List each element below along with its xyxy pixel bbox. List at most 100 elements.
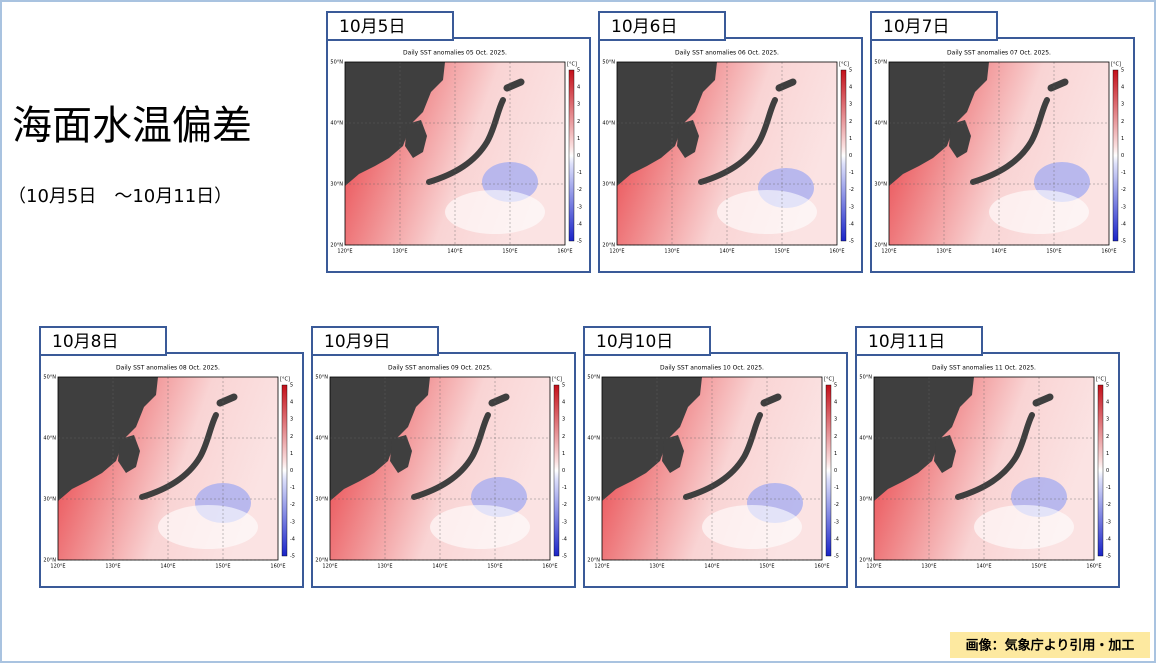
date-tab — [583, 326, 711, 356]
lat-label: 20°N — [587, 558, 600, 564]
neutral-zone — [445, 190, 545, 234]
colorbar-tick: 5 — [834, 383, 837, 389]
colorbar — [553, 384, 560, 557]
colorbar-tick: 1 — [1121, 136, 1124, 142]
lon-label: 160°E — [1101, 249, 1116, 255]
colorbar-tick: -3 — [1106, 519, 1111, 525]
colorbar-tick: 0 — [290, 468, 293, 474]
date-label: 10月8日 — [52, 332, 118, 352]
lon-label: 120°E — [609, 249, 624, 255]
colorbar-tick: -5 — [1121, 239, 1126, 245]
date-tab — [870, 11, 998, 41]
lon-label: 140°E — [976, 564, 991, 570]
land-korea — [405, 120, 427, 158]
colorbar-tick: 1 — [562, 451, 565, 457]
date-tab — [311, 326, 439, 356]
land-continent — [58, 377, 158, 501]
colorbar-tick: -3 — [849, 204, 854, 210]
lat-label: 40°N — [330, 121, 343, 127]
lon-label: 150°E — [215, 564, 230, 570]
map-title: Daily SST anomalies 07 Oct. 2025. — [947, 50, 1051, 57]
colorbar — [1112, 69, 1119, 242]
land-japan — [683, 412, 763, 500]
lon-label: 140°E — [160, 564, 175, 570]
colorbar-tick: -3 — [1121, 204, 1126, 210]
lat-label: 30°N — [315, 497, 328, 503]
colorbar-tick: 0 — [1106, 468, 1109, 474]
land-hokkaido — [760, 393, 782, 407]
colorbar — [1097, 384, 1104, 557]
lon-label: 130°E — [392, 249, 407, 255]
colorbar-tick: 0 — [849, 153, 852, 159]
lat-label: 30°N — [587, 497, 600, 503]
land-korea — [118, 435, 140, 473]
lon-label: 120°E — [866, 564, 881, 570]
map-frame — [888, 61, 1110, 246]
colorbar-tick: -1 — [1106, 485, 1111, 491]
colorbar-tick: 1 — [834, 451, 837, 457]
colorbar-tick: -5 — [577, 239, 582, 245]
colorbar-tick: 2 — [562, 434, 565, 440]
colorbar-tick: -5 — [849, 239, 854, 245]
date-label: 10月10日 — [596, 332, 673, 352]
land-continent — [345, 62, 445, 186]
colorbar-unit: [°C] — [839, 62, 849, 68]
colorbar-tick: 4 — [1121, 85, 1124, 91]
colorbar-tick: -1 — [1121, 170, 1126, 176]
colorbar-tick: -1 — [290, 485, 295, 491]
lon-label: 140°E — [719, 249, 734, 255]
lon-label: 160°E — [270, 564, 285, 570]
lat-label: 50°N — [315, 375, 328, 381]
map — [616, 61, 838, 246]
colorbar-tick: 5 — [1106, 383, 1109, 389]
lat-label: 40°N — [602, 121, 615, 127]
date-tab — [39, 326, 167, 356]
slide-subtitle: （10月5日 ～10月11日） — [8, 186, 232, 207]
colorbar — [825, 384, 832, 557]
lon-label: 160°E — [829, 249, 844, 255]
land-hokkaido — [488, 393, 510, 407]
map-title: Daily SST anomalies 05 Oct. 2025. — [403, 50, 507, 57]
neutral-zone — [974, 505, 1074, 549]
lon-label: 130°E — [105, 564, 120, 570]
colorbar-tick: -3 — [290, 519, 295, 525]
lat-label: 50°N — [859, 375, 872, 381]
colorbar-tick: -3 — [577, 204, 582, 210]
lon-label: 160°E — [557, 249, 572, 255]
colorbar-tick: 2 — [290, 434, 293, 440]
colorbar-tick: 4 — [1106, 400, 1109, 406]
colorbar-tick: 1 — [577, 136, 580, 142]
map — [344, 61, 566, 246]
lat-label: 30°N — [602, 182, 615, 188]
land-japan — [955, 412, 1035, 500]
lon-label: 120°E — [337, 249, 352, 255]
colorbar-tick: -2 — [290, 502, 295, 508]
colorbar-tick: 2 — [849, 119, 852, 125]
lat-label: 30°N — [859, 497, 872, 503]
colorbar-unit: [°C] — [824, 377, 834, 383]
colorbar-tick: 4 — [290, 400, 293, 406]
map-panel: 10月10日 Daily SST anomalies 10 Oct. 2025. 5… — [583, 326, 848, 588]
land-korea — [677, 120, 699, 158]
land-hokkaido — [216, 393, 238, 407]
colorbar-unit: [°C] — [567, 62, 577, 68]
map-title: Daily SST anomalies 08 Oct. 2025. — [116, 365, 220, 372]
colorbar-tick: -1 — [849, 170, 854, 176]
colorbar-tick: 3 — [562, 417, 565, 423]
lat-label: 40°N — [315, 436, 328, 442]
colorbar-tick: 3 — [849, 102, 852, 108]
lat-label: 30°N — [330, 182, 343, 188]
colorbar-tick: -5 — [834, 554, 839, 560]
lon-label: 120°E — [50, 564, 65, 570]
lon-label: 130°E — [664, 249, 679, 255]
colorbar-tick: 0 — [834, 468, 837, 474]
colorbar-tick: -1 — [834, 485, 839, 491]
colorbar-tick: -1 — [562, 485, 567, 491]
land-korea — [934, 435, 956, 473]
colorbar-tick: -4 — [834, 536, 839, 542]
